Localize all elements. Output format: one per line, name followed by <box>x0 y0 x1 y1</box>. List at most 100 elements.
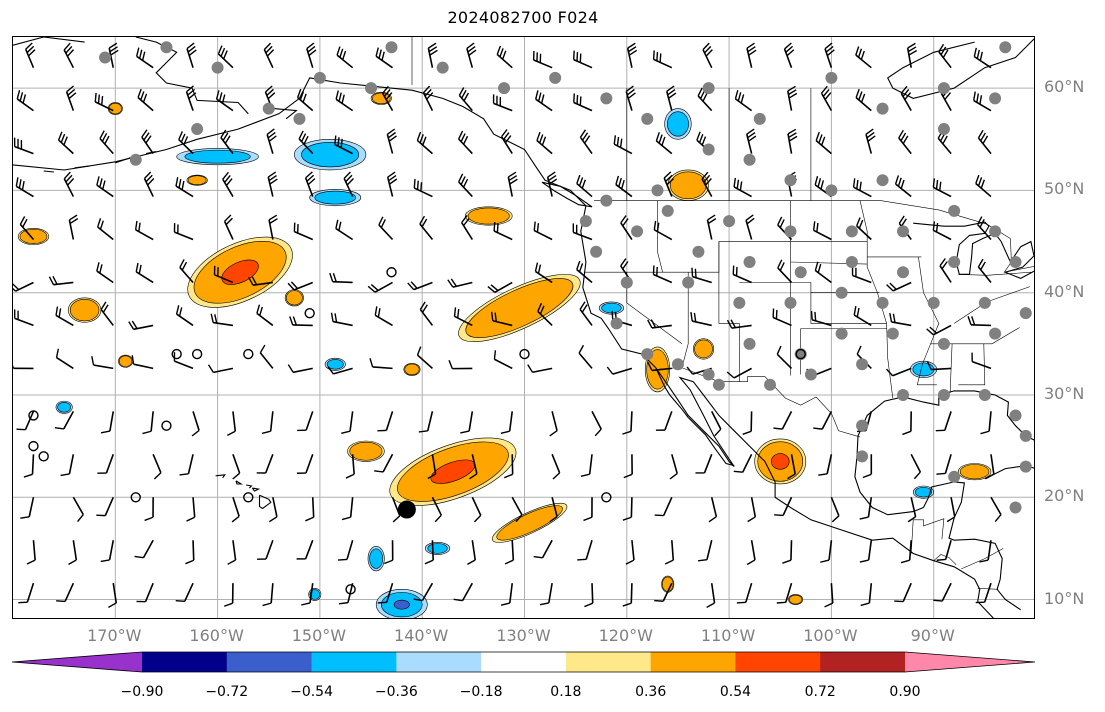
wind-barb <box>142 411 154 435</box>
wind-barb <box>268 214 278 240</box>
storm-marker <box>397 500 416 519</box>
wind-barb <box>263 42 275 69</box>
wind-barb <box>345 454 355 479</box>
colorbar-tick-label: −0.72 <box>205 684 249 700</box>
station-dot <box>999 41 1012 54</box>
wind-barb <box>702 42 713 69</box>
wind-barb <box>267 171 278 197</box>
wind-barb <box>343 171 354 197</box>
wind-barb <box>902 411 912 436</box>
station-dot <box>825 71 838 84</box>
wind-barb <box>134 539 154 559</box>
calm-station-ring <box>601 492 612 503</box>
station-dot <box>856 450 869 463</box>
positive-anomaly <box>669 171 707 200</box>
wind-barb <box>830 496 840 523</box>
wind-barb <box>97 218 114 241</box>
lat-label: 30°N <box>1044 383 1085 403</box>
colorbar <box>12 651 1036 673</box>
wind-barb <box>186 497 196 522</box>
wind-barb <box>773 410 793 430</box>
colorbar-tick-label: 0.90 <box>889 684 921 700</box>
wind-barb <box>622 497 633 521</box>
wind-barb <box>856 217 872 241</box>
lon-label: 90°W <box>910 626 955 645</box>
station-dot <box>835 327 848 340</box>
wind-barb <box>306 42 317 68</box>
wind-barb <box>419 215 434 241</box>
station-dot <box>702 143 715 156</box>
wind-barb <box>810 310 832 327</box>
negative-anomaly <box>57 402 71 413</box>
colorbar-outline <box>12 651 1036 673</box>
station-dot <box>948 204 961 217</box>
colorbar-tick-label: 0.54 <box>719 684 752 700</box>
calm-station-ring <box>130 492 141 503</box>
wind-barb <box>511 496 523 523</box>
colorbar-tick-label: −0.90 <box>120 684 164 700</box>
wind-barb <box>726 367 752 379</box>
wind-barb <box>135 47 154 69</box>
wind-barb <box>500 411 514 434</box>
wind-barb <box>60 454 75 477</box>
station-dot <box>641 348 654 361</box>
wind-barb <box>493 222 513 241</box>
wind-barb <box>776 345 793 369</box>
positive-anomaly <box>349 441 383 461</box>
station-dot <box>191 123 204 136</box>
wind-barb <box>820 540 833 563</box>
wind-barb <box>301 583 314 606</box>
border <box>933 554 957 566</box>
border <box>583 241 791 273</box>
calm-station-ring <box>38 451 49 462</box>
lat-label: 50°N <box>1044 179 1085 199</box>
calm-station-ring <box>28 410 39 421</box>
negative-anomaly <box>369 548 384 569</box>
wind-barb <box>507 171 518 197</box>
wind-barb <box>134 220 154 241</box>
wind-barb <box>15 177 34 198</box>
wind-barb <box>327 366 353 375</box>
negative-anomaly <box>914 486 932 498</box>
wind-barb <box>932 221 952 241</box>
wind-barb <box>207 364 234 374</box>
station-dot <box>794 266 807 279</box>
wind-barb <box>213 265 234 284</box>
wind-barb <box>13 281 34 292</box>
wind-barb <box>620 215 633 240</box>
colorbar-extend-low <box>12 652 142 672</box>
positive-anomaly <box>108 102 122 115</box>
wind-barb <box>19 216 35 241</box>
border <box>954 286 1031 324</box>
station-dot <box>876 174 889 187</box>
station-dot <box>293 112 306 125</box>
wind-barb <box>94 92 114 112</box>
wind-barb <box>13 309 34 327</box>
wind-barb <box>906 42 918 68</box>
wind-barb <box>573 93 593 112</box>
wind-barb <box>131 355 154 370</box>
positive-anomaly <box>19 228 48 244</box>
wind-barb <box>57 131 74 155</box>
border <box>910 518 945 554</box>
wind-barb <box>742 411 753 436</box>
station-dot <box>937 123 950 136</box>
wind-barb <box>23 454 35 478</box>
wind-barb <box>427 454 437 480</box>
positive-anomaly <box>118 355 133 367</box>
wind-barb <box>534 262 553 284</box>
wind-barb <box>257 539 274 560</box>
wind-barb <box>655 132 673 155</box>
wind-barb <box>886 367 912 377</box>
coastline <box>913 221 1034 280</box>
wind-barb <box>824 42 835 68</box>
station-dot <box>845 225 858 238</box>
wind-barb <box>975 582 992 604</box>
wind-barb <box>946 497 956 523</box>
wind-barb <box>335 219 354 241</box>
station-dot <box>876 296 889 309</box>
colorbar-bin <box>311 652 397 672</box>
wind-barb <box>16 90 34 112</box>
negative-anomaly <box>301 142 360 168</box>
wind-barb <box>108 42 119 68</box>
